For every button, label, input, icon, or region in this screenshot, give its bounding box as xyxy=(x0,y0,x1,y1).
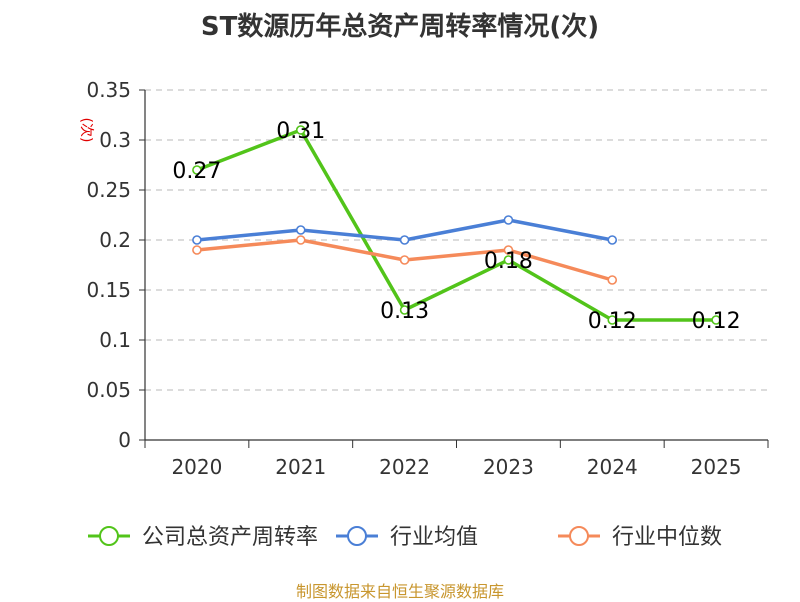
y-tick-label: 0.35 xyxy=(86,78,131,102)
y-tick-label: 0.05 xyxy=(86,378,131,402)
data-point xyxy=(607,315,618,325)
axes: 0 0.05 0.1 0.15 0.2 0.25 0.3 0.35 2020 2021 2022 20… xyxy=(86,78,769,479)
source-note: 制图数据来自恒生聚源数据库 xyxy=(295,582,504,601)
x-tick-label: 2025 xyxy=(691,455,742,479)
data-point xyxy=(192,165,202,175)
y-tick-label: 0 xyxy=(118,428,131,452)
x-tick-label: 2021 xyxy=(275,455,326,479)
data-point xyxy=(295,225,306,235)
data-point xyxy=(607,235,618,245)
data-point xyxy=(503,215,514,225)
x-tick-label: 2022 xyxy=(379,455,430,479)
data-point xyxy=(192,245,202,255)
y-tick-label: 0.25 xyxy=(86,178,131,202)
y-tick-label: 0.15 xyxy=(86,278,131,302)
y-tick-label: 0.1 xyxy=(99,328,131,352)
data-point xyxy=(192,235,202,245)
legend-marker xyxy=(99,526,119,546)
legend-marker xyxy=(347,526,367,546)
data-label: 0.18 xyxy=(484,249,533,274)
chart-title: ST数源历年总资产周转率情况(次) xyxy=(200,12,600,42)
data-point xyxy=(399,305,410,315)
data-point xyxy=(295,235,306,245)
data-label: 0.13 xyxy=(380,299,429,324)
data-labels: 0.27 0.31 0.13 0.18 0.12 0.12 xyxy=(172,119,740,334)
x-tick-label: 2024 xyxy=(587,455,638,479)
legend-item-label: 公司总资产周转率 xyxy=(142,525,318,550)
data-point xyxy=(399,255,410,265)
y-tick-label: 0.2 xyxy=(99,228,131,252)
data-point xyxy=(711,315,721,325)
data-label: 0.12 xyxy=(588,309,637,334)
data-label: 0.31 xyxy=(276,119,325,144)
x-tick-label: 2023 xyxy=(483,455,534,479)
legend-item-label: 行业均值 xyxy=(390,525,478,550)
data-label: 0.27 xyxy=(172,159,221,184)
legend-marker xyxy=(569,526,589,546)
data-point xyxy=(295,125,306,135)
y-axis-label: (次) xyxy=(78,118,94,143)
y-tick-label: 0.3 xyxy=(99,128,131,152)
legend: 公司总资产周转率 行业均值 行业中位数 xyxy=(88,525,722,550)
data-point xyxy=(607,275,618,285)
series-line-0 xyxy=(196,128,717,322)
data-point xyxy=(503,255,514,265)
data-point xyxy=(399,235,410,245)
data-label: 0.12 xyxy=(692,309,741,334)
x-tick-label: 2020 xyxy=(171,455,222,479)
gridlines xyxy=(145,89,768,391)
legend-item-label: 行业中位数 xyxy=(612,525,722,550)
series-lines xyxy=(192,125,721,325)
data-point xyxy=(503,245,514,255)
